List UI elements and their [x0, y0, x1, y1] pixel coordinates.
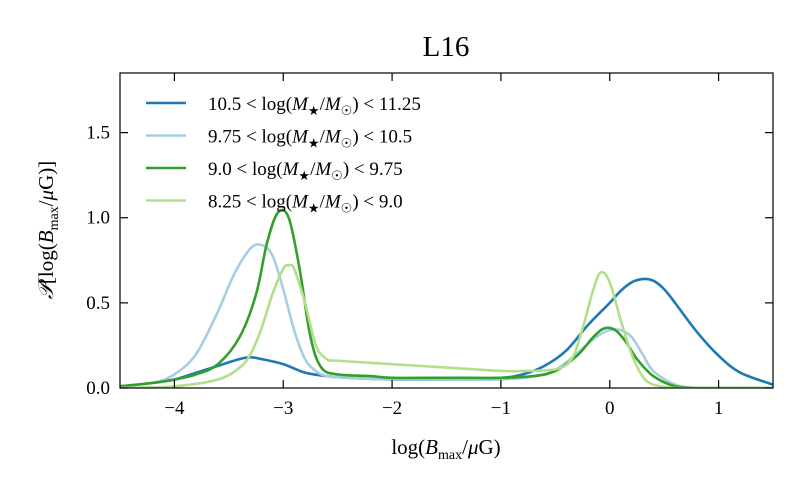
legend: 10.5 < log(M★/M☉) < 11.25 9.75 < log(M★/M… — [146, 94, 421, 216]
x-tick-label: 1 — [714, 398, 724, 419]
x-tick-label: −4 — [164, 398, 185, 419]
series-line-2 — [120, 242, 773, 388]
x-tick-label: −3 — [273, 398, 293, 419]
legend-label-2: 9.75 < log(M★/M☉) < 10.5 — [208, 127, 412, 151]
x-axis-label: log(Bmax/μG) — [391, 435, 500, 463]
legend-label-1: 10.5 < log(M★/M☉) < 11.25 — [208, 94, 421, 118]
plot-frame — [119, 72, 774, 389]
series-line-3 — [120, 208, 773, 388]
plot-area — [120, 73, 773, 388]
y-tick-label: 1.5 — [86, 123, 110, 144]
x-tick-label: −2 — [382, 398, 402, 419]
series-layer — [120, 208, 773, 388]
y-tick-label: 1.0 — [86, 208, 110, 229]
series-line-4 — [120, 263, 773, 388]
x-tick-label: −1 — [491, 398, 511, 419]
y-tick-label: 0.0 — [86, 378, 110, 399]
y-axis: 0.0 0.5 1.0 1.5 — [86, 123, 773, 399]
y-axis-label: 𝒫[log(Bmax/μG)] — [34, 161, 62, 299]
legend-label-3: 9.0 < log(M★/M☉) < 9.75 — [208, 159, 403, 183]
chart-title: L16 — [423, 31, 470, 63]
legend-label-4: 8.25 < log(M★/M☉) < 9.0 — [208, 192, 403, 216]
x-axis: −4 −3 −2 −1 0 1 — [164, 73, 723, 419]
y-tick-label: 0.5 — [86, 293, 110, 314]
x-tick-label: 0 — [605, 398, 615, 419]
